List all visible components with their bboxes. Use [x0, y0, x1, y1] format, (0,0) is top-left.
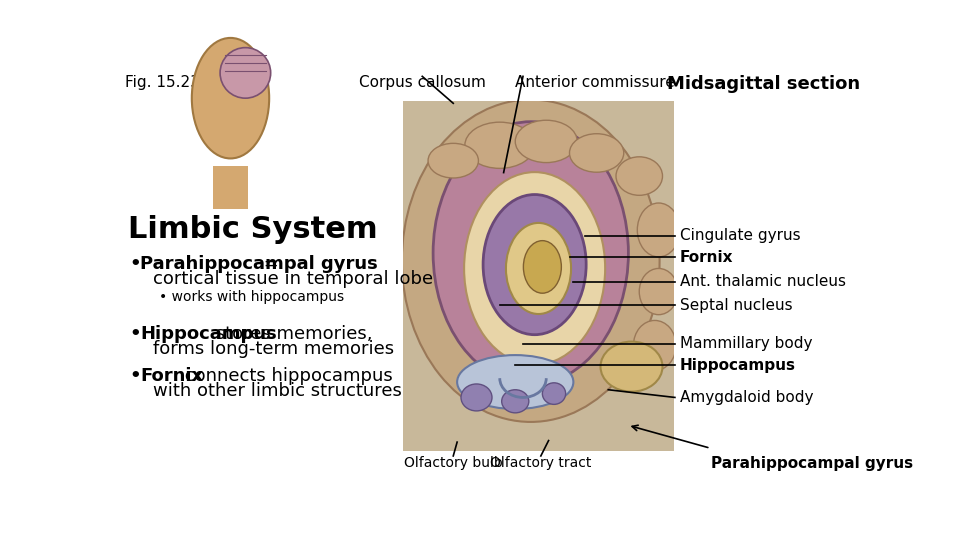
Ellipse shape [464, 172, 605, 365]
Ellipse shape [465, 122, 535, 168]
Ellipse shape [639, 268, 678, 315]
Bar [403, 101, 674, 451]
Ellipse shape [542, 383, 565, 404]
Ellipse shape [402, 99, 660, 422]
Text: forms long-term memories: forms long-term memories [153, 340, 394, 359]
Text: Parahippocampal gyrus: Parahippocampal gyrus [140, 255, 378, 273]
Ellipse shape [506, 223, 571, 314]
Ellipse shape [457, 355, 573, 409]
Ellipse shape [634, 320, 676, 370]
Text: Cingulate gyrus: Cingulate gyrus [680, 228, 801, 243]
Text: Corpus callosum: Corpus callosum [359, 75, 486, 90]
Ellipse shape [637, 203, 680, 257]
Text: Fig. 15.23: Fig. 15.23 [125, 75, 200, 90]
Text: stores memories,: stores memories, [210, 325, 372, 343]
Text: with other limbic structures: with other limbic structures [153, 382, 401, 400]
Text: Olfactory bulb: Olfactory bulb [404, 456, 503, 470]
Ellipse shape [569, 134, 624, 172]
Text: Ant. thalamic nucleus: Ant. thalamic nucleus [680, 274, 846, 289]
Ellipse shape [616, 157, 662, 195]
Text: Fornix: Fornix [680, 250, 733, 265]
Text: Hippocampus: Hippocampus [140, 325, 276, 343]
Ellipse shape [601, 342, 662, 392]
Text: •: • [130, 367, 141, 384]
Ellipse shape [502, 390, 529, 413]
Ellipse shape [516, 120, 577, 163]
Text: •: • [130, 255, 141, 273]
Text: Limbic System: Limbic System [128, 215, 377, 244]
Text: • works with hippocampus: • works with hippocampus [158, 289, 344, 303]
Text: Parahippocampal gyrus: Parahippocampal gyrus [710, 456, 913, 471]
Ellipse shape [220, 48, 271, 98]
Ellipse shape [192, 38, 269, 158]
Ellipse shape [433, 122, 629, 384]
Ellipse shape [428, 143, 478, 178]
Ellipse shape [483, 194, 587, 335]
Text: Hippocampus: Hippocampus [680, 357, 796, 373]
Text: Septal nucleus: Septal nucleus [680, 298, 792, 313]
Text: Amygdaloid body: Amygdaloid body [680, 390, 813, 405]
Text: Anterior commissure: Anterior commissure [516, 75, 675, 90]
Text: Midsagittal section: Midsagittal section [667, 75, 860, 93]
Text: connects hippocampus: connects hippocampus [179, 367, 393, 384]
Text: cortical tissue in temporal lobe: cortical tissue in temporal lobe [153, 271, 433, 288]
Text: =: = [258, 255, 278, 273]
Text: Olfactory tract: Olfactory tract [491, 456, 591, 470]
Ellipse shape [523, 241, 562, 293]
Ellipse shape [461, 384, 492, 411]
Text: Mammillary body: Mammillary body [680, 336, 812, 351]
Text: Fornix: Fornix [140, 367, 204, 384]
Bar [212, 166, 249, 209]
Text: •: • [130, 325, 141, 343]
